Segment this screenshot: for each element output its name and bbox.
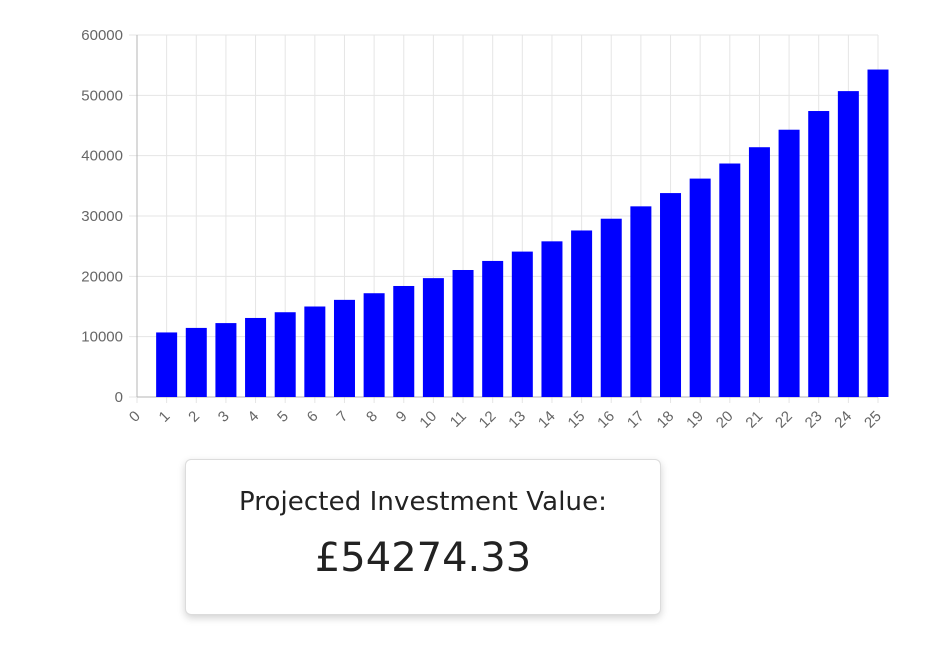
y-tick-label: 50000 [81, 87, 123, 104]
x-tick-label: 3 [215, 408, 233, 426]
x-tick-label: 17 [624, 408, 648, 432]
x-tick-label: 1 [156, 408, 174, 426]
x-tick-label: 6 [304, 408, 322, 426]
x-tick-label: 2 [185, 408, 203, 426]
x-tick-label: 9 [393, 408, 411, 426]
bar [422, 278, 444, 397]
bar [808, 111, 830, 398]
bar [660, 193, 682, 397]
x-tick-label: 7 [333, 408, 351, 426]
y-tick-label: 60000 [81, 27, 123, 44]
x-tick-label: 14 [535, 408, 559, 432]
bar [541, 241, 563, 397]
bar [748, 147, 770, 397]
bar [304, 306, 326, 397]
y-tick-label: 20000 [81, 268, 123, 285]
bar [215, 323, 237, 397]
x-tick-label: 15 [565, 408, 589, 432]
result-card: Projected Investment Value: £54274.33 [185, 459, 661, 615]
bar [571, 230, 593, 397]
bar [393, 285, 415, 397]
bar [837, 91, 859, 398]
bar [778, 129, 800, 397]
bar [511, 251, 533, 397]
x-tick-label: 5 [274, 408, 292, 426]
x-tick-label: 13 [505, 408, 529, 432]
bar [452, 269, 474, 397]
bar [274, 312, 296, 397]
y-tick-label: 10000 [81, 329, 123, 346]
bar [689, 178, 711, 397]
x-tick-label: 20 [713, 408, 737, 432]
bar [600, 218, 622, 397]
result-value: £54274.33 [314, 535, 532, 581]
x-tick-label: 10 [416, 408, 440, 432]
bar [630, 206, 652, 397]
x-tick-label: 4 [244, 408, 262, 426]
result-title: Projected Investment Value: [238, 487, 608, 517]
x-tick-label: 22 [772, 408, 796, 432]
bar [867, 69, 889, 398]
x-tick-label: 23 [802, 408, 826, 432]
x-tick-label: 8 [363, 408, 381, 426]
bar [156, 332, 178, 397]
x-tick-label: 24 [831, 408, 855, 432]
bar [363, 293, 385, 397]
x-tick-label: 12 [476, 408, 500, 432]
x-tick-label: 21 [742, 408, 766, 432]
x-tick-label: 18 [654, 408, 678, 432]
bar [333, 299, 355, 397]
x-tick-label: 0 [126, 408, 144, 426]
x-tick-label: 19 [683, 408, 707, 432]
bar [245, 317, 267, 397]
bar [719, 163, 741, 397]
y-tick-label: 30000 [81, 208, 123, 225]
y-tick-label: 0 [115, 389, 123, 406]
bar [482, 260, 504, 397]
x-tick-label: 11 [447, 408, 470, 431]
x-tick-label: 16 [594, 408, 618, 432]
bar [185, 327, 207, 397]
x-tick-label: 25 [861, 408, 885, 432]
y-tick-label: 40000 [81, 148, 123, 165]
